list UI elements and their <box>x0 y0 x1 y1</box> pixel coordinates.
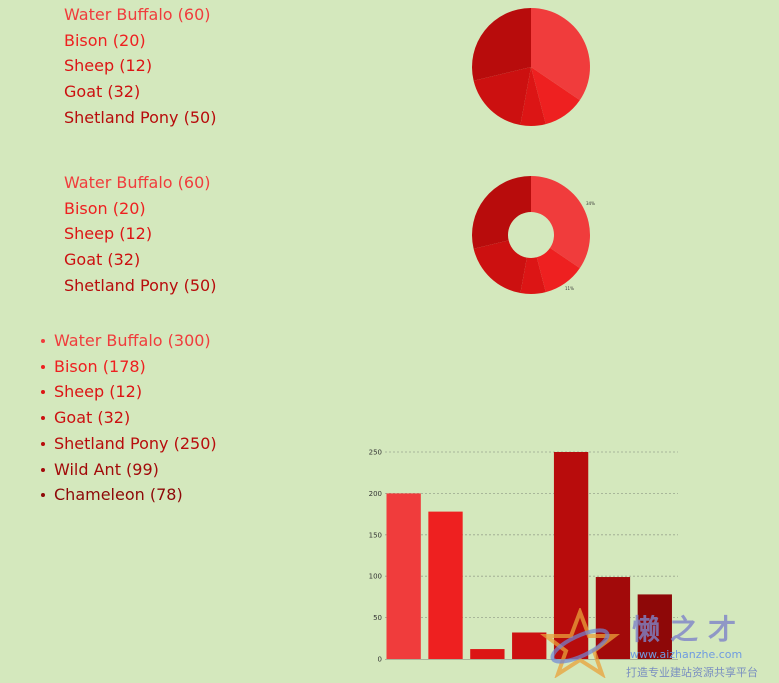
bar <box>553 452 589 659</box>
legend-item: Sheep (12) <box>64 224 153 244</box>
star-logo-icon <box>540 608 620 678</box>
watermark-logo: 懒之才 www.aizhanzhe.com 打造专业建站资源共享平台 <box>540 608 775 683</box>
y-tick-label: 250 <box>369 449 382 457</box>
pie-slice <box>536 247 580 293</box>
pie-chart <box>472 8 591 126</box>
y-tick-label: 150 <box>369 531 382 539</box>
bar <box>637 594 672 659</box>
watermark-title: 懒之才 <box>632 613 747 646</box>
bar <box>470 649 505 659</box>
legend-item: Shetland Pony (250) <box>41 431 217 457</box>
legend-item: Bison (20) <box>64 30 146 50</box>
legend-item: Shetland Pony (50) <box>64 275 217 295</box>
legend-item: Water Buffalo (300) <box>41 328 217 354</box>
legend-item: Goat (32) <box>64 82 141 102</box>
bar-legend: Water Buffalo (300) Bison (178) Sheep (12)… <box>41 328 217 508</box>
watermark-url: www.aizhanzhe.com <box>630 648 743 661</box>
legend-item: Water Buffalo (60) <box>64 5 211 24</box>
watermark-slogan: 打造专业建站资源共享平台 <box>626 666 758 679</box>
legend-item: Wild Ant (99) <box>41 457 217 483</box>
pie-slice <box>520 257 546 294</box>
donut-chart: 34% 11% <box>472 176 595 294</box>
legend-item: Goat (32) <box>64 250 141 270</box>
pie-slice <box>473 67 531 126</box>
slice-percent-label: 11% <box>565 286 574 291</box>
legend-item: Sheep (12) <box>64 56 153 76</box>
slice-percent-label: 34% <box>586 201 595 206</box>
legend-item: Bison (178) <box>41 354 217 380</box>
pie-slice <box>531 8 591 101</box>
donut-legend: Water Buffalo (60) Bison (20) Sheep (12) Go… <box>64 170 216 299</box>
legend-item: Bison (20) <box>64 198 146 218</box>
bar <box>386 493 421 659</box>
pie-slice <box>472 8 531 81</box>
y-tick-label: 100 <box>369 573 382 581</box>
pie-slice <box>531 67 580 125</box>
pie-legend: Water Buffalo (60) Bison (20) Sheep (12) Go… <box>64 2 216 131</box>
bar-chart: 0 50 100 150 200 250 <box>369 449 678 664</box>
legend-item: Sheep (12) <box>41 379 217 405</box>
pie-slice <box>531 176 591 269</box>
legend-item: Water Buffalo (60) <box>64 173 211 192</box>
legend-item: Goat (32) <box>41 405 217 431</box>
y-tick-label: 0 <box>378 656 382 664</box>
legend-item: Chameleon (78) <box>41 482 217 508</box>
y-tick-label: 50 <box>373 614 382 622</box>
pie-slice <box>520 67 546 126</box>
pie-slice <box>472 176 531 249</box>
pie-slice <box>473 240 527 294</box>
bar <box>428 511 463 659</box>
y-tick-label: 200 <box>369 490 382 498</box>
legend-item: Shetland Pony (50) <box>64 107 217 127</box>
bar <box>512 632 547 659</box>
